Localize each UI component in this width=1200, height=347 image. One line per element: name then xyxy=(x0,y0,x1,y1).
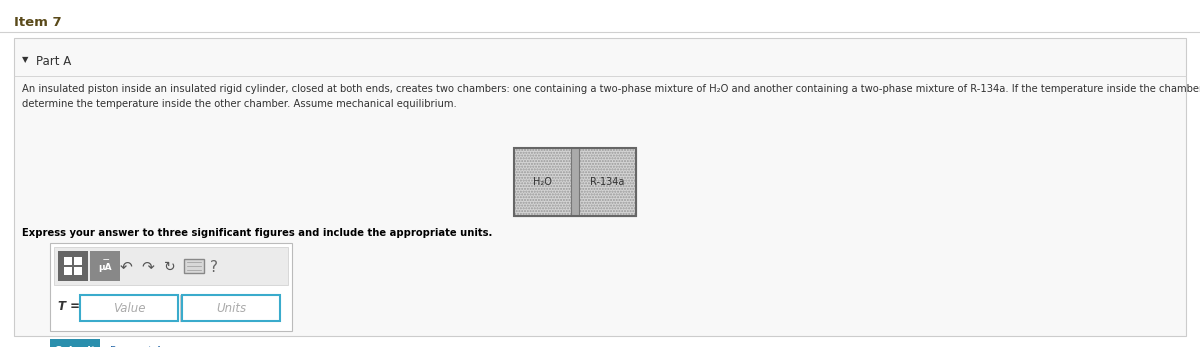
Bar xyxy=(514,148,636,216)
Text: ?: ? xyxy=(210,260,218,274)
Text: R-134a: R-134a xyxy=(590,177,625,187)
FancyBboxPatch shape xyxy=(50,243,292,331)
Text: An insulated piston inside an insulated rigid cylinder, closed at both ends, cre: An insulated piston inside an insulated … xyxy=(22,84,1200,94)
FancyBboxPatch shape xyxy=(58,251,88,281)
Text: μA: μA xyxy=(98,262,112,271)
Bar xyxy=(182,295,280,321)
Text: T =: T = xyxy=(58,301,80,313)
FancyBboxPatch shape xyxy=(54,247,288,285)
Text: Item 7: Item 7 xyxy=(14,16,61,29)
Bar xyxy=(571,148,580,216)
Text: Submit: Submit xyxy=(54,346,96,347)
Text: ▼: ▼ xyxy=(22,55,29,64)
Bar xyxy=(64,257,72,265)
Text: H₂O: H₂O xyxy=(533,177,552,187)
Bar xyxy=(184,259,204,273)
FancyBboxPatch shape xyxy=(90,251,120,281)
Text: ↷: ↷ xyxy=(142,260,155,274)
Bar xyxy=(80,295,178,321)
Text: determine the temperature inside the other chamber. Assume mechanical equilibriu: determine the temperature inside the oth… xyxy=(22,99,457,109)
Text: Express your answer to three significant figures and include the appropriate uni: Express your answer to three significant… xyxy=(22,228,492,238)
Bar xyxy=(514,148,571,216)
Bar xyxy=(74,267,82,275)
Text: ↻: ↻ xyxy=(164,260,176,274)
Text: Part A: Part A xyxy=(36,55,71,68)
Text: Request Answer: Request Answer xyxy=(110,346,194,347)
Text: Value: Value xyxy=(113,303,145,315)
FancyBboxPatch shape xyxy=(14,38,1186,336)
Text: ↶: ↶ xyxy=(120,260,132,274)
Bar xyxy=(580,148,636,216)
Text: Units: Units xyxy=(216,303,246,315)
Bar xyxy=(74,257,82,265)
Bar xyxy=(64,267,72,275)
Bar xyxy=(50,339,100,347)
